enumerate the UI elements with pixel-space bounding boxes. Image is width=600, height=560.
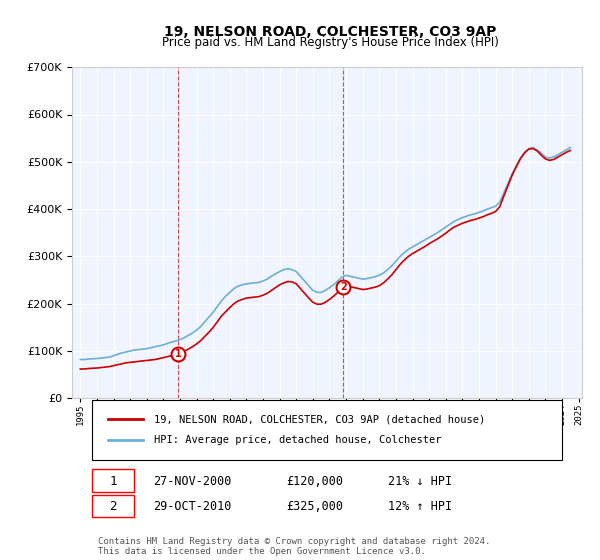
Text: 2: 2 [110, 500, 117, 513]
Text: 2: 2 [340, 282, 347, 292]
Text: Contains HM Land Registry data © Crown copyright and database right 2024.
This d: Contains HM Land Registry data © Crown c… [97, 537, 490, 556]
Text: £325,000: £325,000 [286, 500, 343, 513]
Text: 12% ↑ HPI: 12% ↑ HPI [388, 500, 452, 513]
Text: 19, NELSON ROAD, COLCHESTER, CO3 9AP: 19, NELSON ROAD, COLCHESTER, CO3 9AP [164, 25, 496, 39]
FancyBboxPatch shape [92, 400, 562, 460]
Text: Price paid vs. HM Land Registry's House Price Index (HPI): Price paid vs. HM Land Registry's House … [161, 36, 499, 49]
Text: 27-NOV-2000: 27-NOV-2000 [154, 474, 232, 488]
FancyBboxPatch shape [92, 494, 134, 517]
Text: 1: 1 [110, 474, 117, 488]
Text: HPI: Average price, detached house, Colchester: HPI: Average price, detached house, Colc… [154, 436, 441, 445]
Text: 1: 1 [175, 349, 182, 359]
Text: 21% ↓ HPI: 21% ↓ HPI [388, 474, 452, 488]
Text: 29-OCT-2010: 29-OCT-2010 [154, 500, 232, 513]
FancyBboxPatch shape [92, 469, 134, 492]
Text: £120,000: £120,000 [286, 474, 343, 488]
Text: 19, NELSON ROAD, COLCHESTER, CO3 9AP (detached house): 19, NELSON ROAD, COLCHESTER, CO3 9AP (de… [154, 414, 485, 424]
